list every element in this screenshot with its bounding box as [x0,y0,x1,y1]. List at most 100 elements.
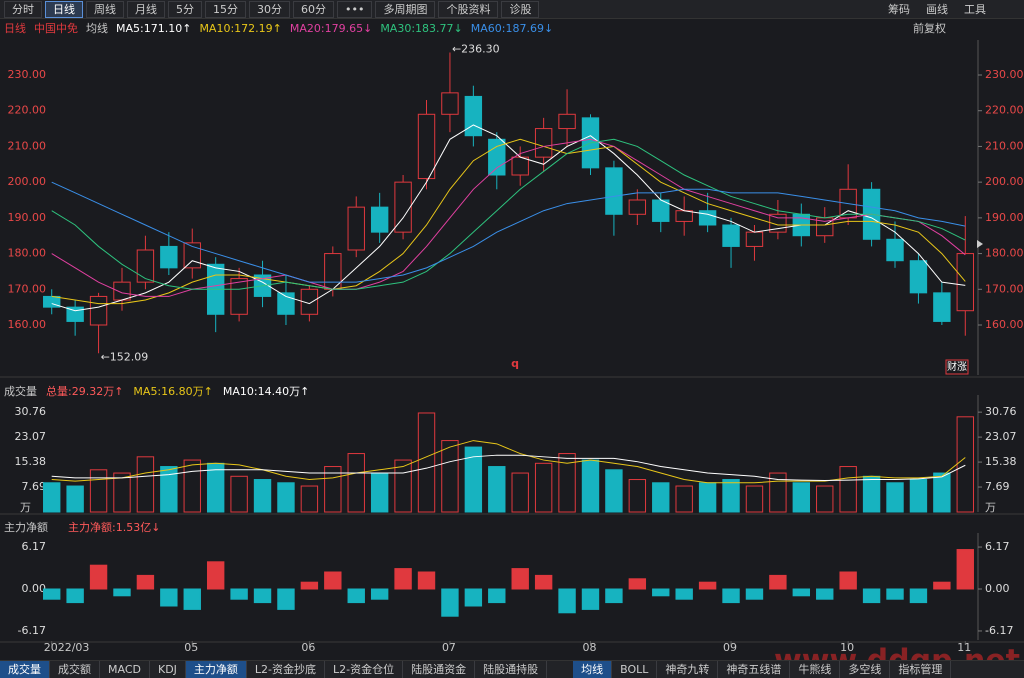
tab[interactable]: L2-资金仓位 [325,661,404,678]
tab[interactable]: BOLL [612,661,658,678]
bar [792,588,811,597]
bar [605,469,623,513]
candle-body [43,295,61,308]
period-button[interactable]: 5分 [168,0,202,18]
candle-body [300,288,319,315]
bar [511,472,529,513]
tab[interactable]: 指标管理 [890,661,952,678]
bar [230,588,248,600]
legend: MA5:171.10↑ MA10:172.19↑ MA20:179.65↓ MA30:… [116,22,561,35]
tab[interactable]: 均线 [573,661,613,678]
bar [722,479,740,513]
bar [277,482,295,513]
bar [300,485,319,513]
candle-body [605,167,623,215]
tab[interactable]: 神奇五线谱 [718,661,791,678]
bar [675,485,693,513]
period-button[interactable]: 日线 [45,0,83,18]
bar [230,475,248,513]
extreme-label: ←152.09 [101,350,149,363]
period-button[interactable]: 分时 [4,0,42,18]
tab[interactable]: 成交额 [50,661,100,678]
ma-line [51,454,966,482]
period-button[interactable]: 诊股 [501,0,540,18]
candle-body [488,138,506,176]
extreme-label: ←236.30 [452,43,500,56]
bar [300,581,319,590]
y-tick-label: 23.07 [985,430,1017,443]
tool-button[interactable]: 筹码 [888,3,910,16]
tab[interactable]: KDJ [150,661,186,678]
bar [66,588,84,604]
y-tick-label: 200.00 [8,175,47,188]
tab[interactable]: 陆股通资金 [403,661,476,678]
bar [581,459,600,513]
legend-entry: MA30:183.77↓ [380,21,463,35]
x-tick-label: 07 [442,641,456,654]
bar [581,588,600,610]
panel-title: 成交量 [4,384,37,398]
candle-body [534,128,553,158]
bar [277,588,295,610]
y-tick-label: -6.17 [18,624,46,637]
bar [652,588,670,597]
candle-body [745,231,764,247]
y-tick-label: 190.00 [8,211,47,224]
tab[interactable]: L2-资金抄底 [247,661,326,678]
y-tick-label: -6.17 [985,624,1013,637]
tab[interactable]: 成交量 [0,661,50,678]
bar [66,485,84,513]
period-button[interactable]: 30分 [249,0,290,18]
x-tick-label: 2022/03 [44,641,90,654]
y-tick-label: 210.00 [8,139,47,152]
x-tick-label: 11 [957,641,971,654]
bar [675,588,693,600]
x-tick-label: 09 [723,641,737,654]
candle-body [441,92,459,115]
y-tick-label: 170.00 [8,282,47,295]
bar [370,472,389,513]
tab[interactable]: 神奇九转 [657,661,719,678]
event-marker: q [511,357,519,370]
candle-body [886,238,904,262]
x-tick-label: 10 [840,641,854,654]
bar [698,581,717,590]
tool-button[interactable]: 工具 [964,3,986,16]
y-tick-label: 220.00 [985,104,1024,117]
tab[interactable]: MACD [100,661,150,678]
tab[interactable]: 多空线 [840,661,891,678]
cursor-arrow [977,240,983,248]
y-tick-label: 230.00 [985,68,1024,81]
bar [558,588,576,614]
adjust[interactable]: 前复权 [913,22,946,35]
candle-body [370,206,389,233]
bar [933,581,951,590]
period-button[interactable]: 多周期图 [375,0,436,18]
tab[interactable]: 陆股通持股 [475,661,548,678]
tab[interactable]: 主力净额 [185,661,247,678]
ma-line [51,138,966,305]
candle-body [464,95,483,137]
indicator-tabs: 成交量 成交额 MACD KDJ 主力净额 L2-资金抄底 L2-资金仓位 陆股通资金 陆股通持… [0,660,1024,678]
period-button[interactable]: ••• [337,0,373,18]
toolbar: 分时 日线 周线 月线 5分 15分 30分 60分 ••• 多周期图 个股资料 诊股 筹码 画线 工具 [0,0,1024,19]
bar [89,564,108,590]
panel-title: 主力净额 [4,520,48,534]
ma-line [51,138,966,290]
toolbar-right: 筹码 画线 工具 [880,1,1024,17]
bar [488,466,506,513]
period-button[interactable]: 60分 [293,0,334,18]
tool-button[interactable]: 画线 [926,3,948,16]
bar [745,485,764,513]
tab[interactable]: 牛熊线 [790,661,841,678]
period-button[interactable]: 15分 [205,0,246,18]
period-button[interactable]: 个股资料 [438,0,499,18]
bar [769,574,787,590]
period-button[interactable]: 月线 [127,0,165,18]
period-button[interactable]: 周线 [86,0,124,18]
ma-label[interactable]: 均线 [86,22,108,35]
bar [862,475,881,513]
y-unit: 万 [20,501,31,514]
period: 日线 [4,22,26,35]
